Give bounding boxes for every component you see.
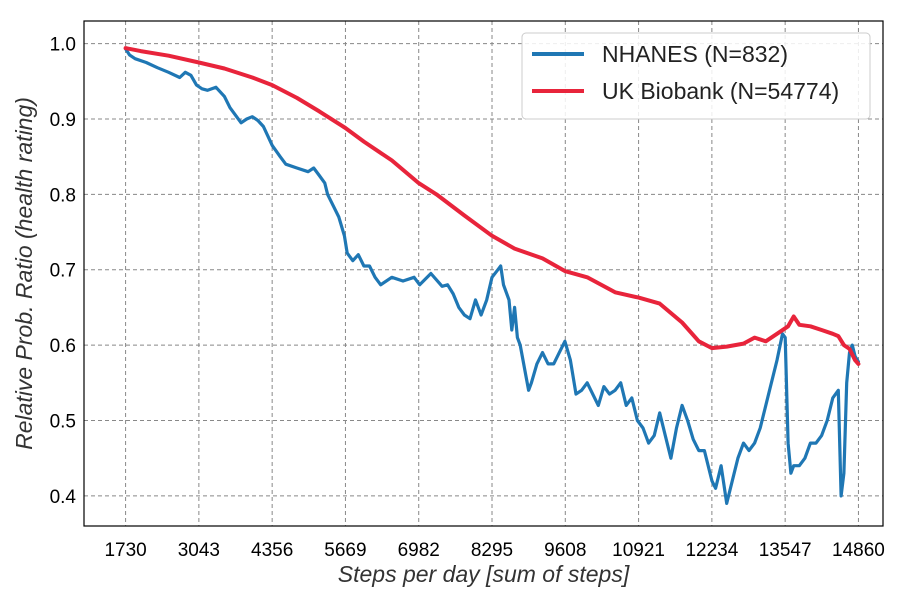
- legend-box: [521, 32, 871, 120]
- x-tick-label: 6982: [398, 540, 440, 561]
- x-axis: 1730 3043 4356 5669 6982 8295 9608 10921 12234 13…: [104, 540, 884, 561]
- x-tick-label: 8295: [471, 540, 513, 561]
- y-tick-label: 0.9: [50, 110, 76, 131]
- y-tick-label: 0.7: [50, 261, 76, 282]
- y-axis-label: Relative Prob. Ratio (health rating): [11, 97, 37, 450]
- x-axis-label: Steps per day [sum of steps]: [338, 561, 630, 587]
- y-tick-label: 0.8: [50, 185, 76, 206]
- chart-legend: NHANES (N=832) UK Biobank (N=54774): [521, 32, 871, 120]
- y-axis: 0.4 0.5 0.6 0.7 0.8 0.9 1.0: [50, 35, 77, 508]
- series-layer: [123, 46, 861, 505]
- y-tick-label: 1.0: [50, 35, 76, 56]
- x-tick-label: 14860: [832, 540, 885, 561]
- plot-frame: [83, 20, 884, 527]
- legend-label-1: UK Biobank (N=54774): [602, 78, 839, 104]
- x-tick-label: 10921: [612, 540, 665, 561]
- x-tick-label: 1730: [104, 540, 146, 561]
- x-tick-label: 12234: [685, 540, 738, 561]
- y-tick-label: 0.5: [50, 411, 76, 432]
- x-tick-label: 9608: [544, 540, 586, 561]
- y-tick-label: 0.4: [50, 487, 77, 508]
- x-tick-label: 5669: [324, 540, 366, 561]
- x-tick-label: 3043: [178, 540, 220, 561]
- legend-label-0: NHANES (N=832): [602, 41, 788, 67]
- series-line-0: [124, 47, 860, 505]
- x-tick-label: 13547: [759, 540, 812, 561]
- y-tick-label: 0.6: [50, 336, 76, 357]
- x-tick-label: 4356: [251, 540, 293, 561]
- series-line-1: [123, 46, 861, 366]
